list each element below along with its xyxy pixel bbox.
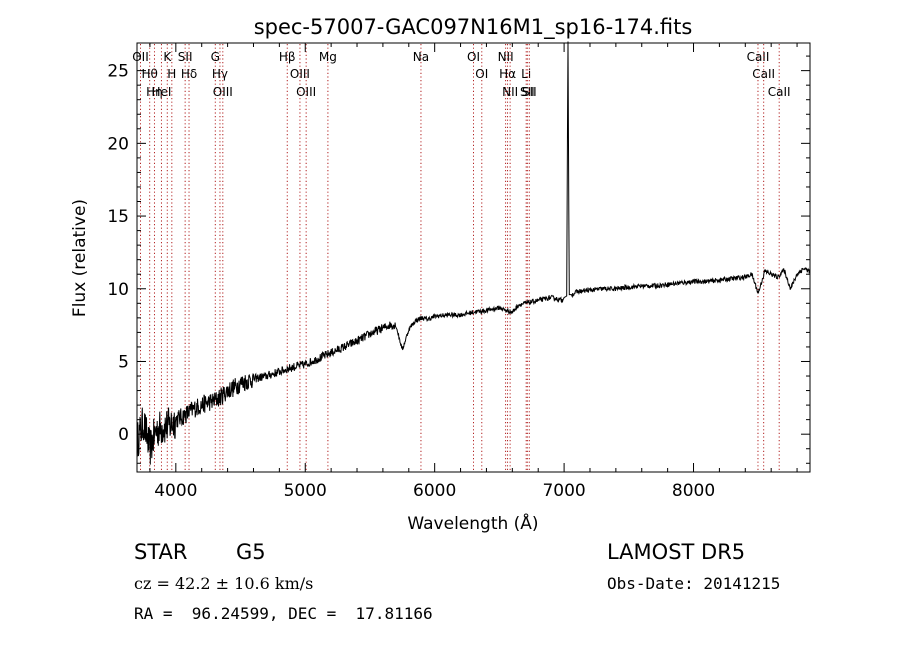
line-label-15: Na — [413, 50, 429, 64]
x-tick-label: 7000 — [542, 481, 585, 501]
y-tick-label: 10 — [107, 280, 129, 300]
chart-title: spec-57007-GAC097N16M1_sp16-174.fits — [254, 15, 693, 40]
x-tick-label: 6000 — [413, 481, 456, 501]
y-tick-label: 20 — [107, 134, 129, 154]
x-tick-label: 5000 — [284, 481, 327, 501]
line-label-19: Hα — [499, 67, 516, 81]
object-subclass: G5 — [236, 540, 266, 564]
y-tick-label: 15 — [107, 207, 129, 227]
line-label-22: SII — [520, 85, 535, 99]
x-tick-label: 4000 — [154, 481, 197, 501]
line-label-12: OIII — [290, 67, 310, 81]
line-label-14: Mg — [319, 50, 337, 64]
plot-frame — [136, 42, 811, 473]
spectrum-series — [136, 41, 811, 465]
y-tick-label: 5 — [118, 352, 129, 372]
line-label-11: Hβ — [279, 50, 296, 64]
line-label-10: OIII — [213, 85, 233, 99]
line-label-13: OIII — [296, 85, 316, 99]
line-label-8: G — [211, 50, 220, 64]
line-label-18: NII — [498, 50, 514, 64]
axis-ticks: 4000 5000 6000 7000 8000 0 5 10 15 20 25 — [107, 43, 810, 501]
y-tick-label: 25 — [107, 62, 129, 82]
observation-date: Obs-Date: 20141215 — [607, 574, 781, 593]
object-class: STAR — [134, 540, 188, 564]
redshift-velocity: cz = 42.2 ± 10.6 km/s — [134, 574, 314, 593]
line-label-20: NII — [502, 85, 518, 99]
line-label-25: CaII — [752, 67, 775, 81]
line-label-26: CaII — [768, 85, 791, 99]
line-label-9: Hγ — [212, 67, 228, 81]
line-label-21: Li — [521, 67, 531, 81]
line-label-2: Hη — [146, 85, 163, 99]
line-label-0: OII — [132, 50, 149, 64]
line-label-23: SII — [522, 85, 537, 99]
line-label-16: OI — [467, 50, 480, 64]
line-label-6: SII — [178, 50, 193, 64]
y-axis-label: Flux (relative) — [70, 199, 90, 317]
x-tick-label: 8000 — [672, 481, 715, 501]
survey-name: LAMOST DR5 — [607, 540, 746, 564]
line-label-7: Hδ — [181, 67, 197, 81]
line-label-5: H — [167, 67, 176, 81]
line-label-24: CaII — [747, 50, 770, 64]
line-label-17: OI — [475, 67, 488, 81]
spectrum-line — [136, 41, 811, 465]
sky-coordinates: RA = 96.24599, DEC = 17.81166 — [134, 604, 433, 623]
line-label-1: Hθ — [141, 67, 157, 81]
y-tick-label: 0 — [118, 425, 129, 445]
line-label-3: HeI — [151, 85, 171, 99]
line-label-4: K — [163, 50, 172, 64]
x-axis-label: Wavelength (Å) — [407, 512, 538, 534]
